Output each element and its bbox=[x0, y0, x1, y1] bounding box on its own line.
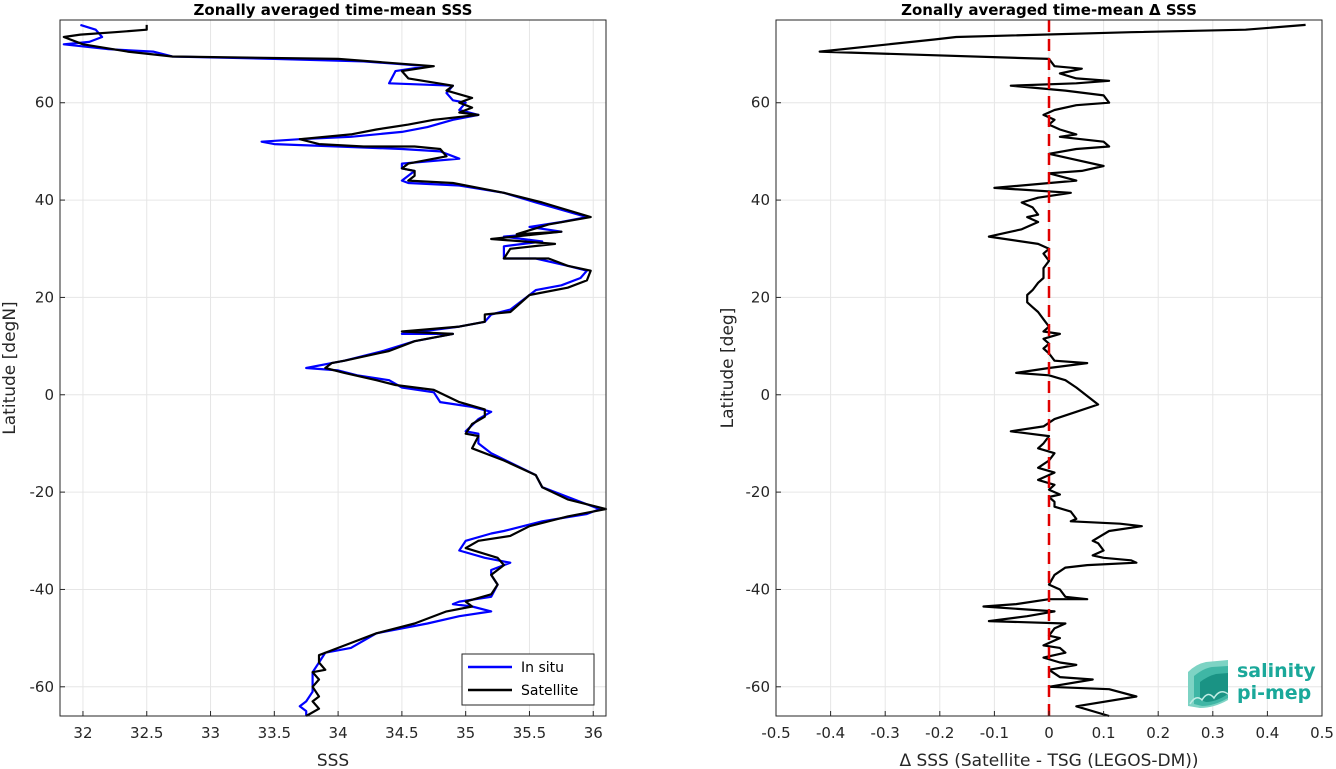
right-ticks: -0.5 -0.4 -0.3 -0.2 -0.1 0 0.1 0.2 0.3 0.4 0.5 -60 -… bbox=[746, 94, 1334, 742]
legend-satellite-label: Satellite bbox=[521, 683, 578, 699]
left-xtick-label: 32.5 bbox=[130, 724, 163, 742]
right-xtick-label: 0.5 bbox=[1310, 724, 1334, 742]
right-panel: -0.5 -0.4 -0.3 -0.2 -0.1 0 0.1 0.2 0.3 0.4 0.5 -60 -… bbox=[718, 1, 1334, 769]
left-xtick-label: 33.5 bbox=[258, 724, 291, 742]
right-series bbox=[818, 20, 1306, 718]
left-plot-area bbox=[60, 20, 606, 716]
left-panel: 32 32.5 33 33.5 34 34.5 35 35.5 36 -60 -40 -20 0 20 40… bbox=[0, 1, 608, 769]
right-xtick-label: 0.1 bbox=[1092, 724, 1116, 742]
left-axes-box bbox=[59, 19, 607, 717]
right-xtick-label: 0.4 bbox=[1255, 724, 1279, 742]
right-xtick-label: -0.2 bbox=[925, 724, 954, 742]
left-ytick-label: 60 bbox=[35, 94, 54, 112]
left-grid bbox=[60, 20, 606, 716]
left-xtick-label: 34 bbox=[329, 724, 348, 742]
logo-text-salinity: salinity bbox=[1237, 660, 1316, 682]
left-xtick-label: 33 bbox=[201, 724, 220, 742]
left-xtick-label: 35 bbox=[456, 724, 475, 742]
left-ytick-label: 20 bbox=[35, 288, 54, 306]
left-ytick-label: 40 bbox=[35, 191, 54, 209]
left-xlabel: SSS bbox=[317, 751, 349, 769]
right-xtick-label: 0.3 bbox=[1201, 724, 1225, 742]
right-xtick-label: 0.2 bbox=[1146, 724, 1170, 742]
logo-wave-icon bbox=[1188, 660, 1229, 708]
left-series-satellite-line bbox=[62, 24, 608, 717]
right-xtick-label: -0.3 bbox=[871, 724, 900, 742]
right-xtick-label: -0.1 bbox=[980, 724, 1009, 742]
left-ytick-label: 0 bbox=[44, 386, 54, 404]
left-xtick-label: 34.5 bbox=[385, 724, 418, 742]
right-ytick-label: -20 bbox=[746, 483, 771, 501]
legend: In situ Satellite bbox=[461, 653, 595, 706]
right-xtick-label: -0.4 bbox=[816, 724, 845, 742]
legend-box bbox=[461, 653, 595, 706]
left-ytick-label: -40 bbox=[30, 580, 55, 598]
logo-text-pimep: pi-mep bbox=[1237, 682, 1311, 704]
right-xtick-label: 0 bbox=[1044, 724, 1054, 742]
legend-insitu-label: In situ bbox=[521, 660, 564, 676]
left-ylabel: Latitude [degN] bbox=[0, 301, 20, 434]
right-xtick-label: -0.5 bbox=[761, 724, 790, 742]
left-title: Zonally averaged time-mean SSS bbox=[194, 1, 473, 19]
right-xlabel: Δ SSS (Satellite - TSG (LEGOS-DM)) bbox=[899, 751, 1198, 769]
right-ytick-label: 20 bbox=[751, 288, 770, 306]
left-ytick-label: -60 bbox=[30, 678, 55, 696]
right-ytick-label: 60 bbox=[751, 94, 770, 112]
salinity-pimep-logo: salinity pi-mep bbox=[1188, 660, 1316, 708]
right-ytick-label: -40 bbox=[746, 580, 771, 598]
left-xtick-label: 36 bbox=[584, 724, 603, 742]
left-ytick-label: -20 bbox=[30, 483, 55, 501]
right-ytick-label: 0 bbox=[760, 386, 770, 404]
left-ticks: 32 32.5 33 33.5 34 34.5 35 35.5 36 -60 -40 -20 0 20 40… bbox=[30, 94, 603, 742]
right-ytick-label: -60 bbox=[746, 678, 771, 696]
left-xtick-label: 32 bbox=[73, 724, 92, 742]
right-ylabel: Latitude [deg] bbox=[718, 308, 738, 429]
left-xtick-label: 35.5 bbox=[513, 724, 546, 742]
right-title: Zonally averaged time-mean Δ SSS bbox=[901, 1, 1197, 19]
right-ytick-label: 40 bbox=[751, 191, 770, 209]
left-series bbox=[62, 23, 608, 717]
